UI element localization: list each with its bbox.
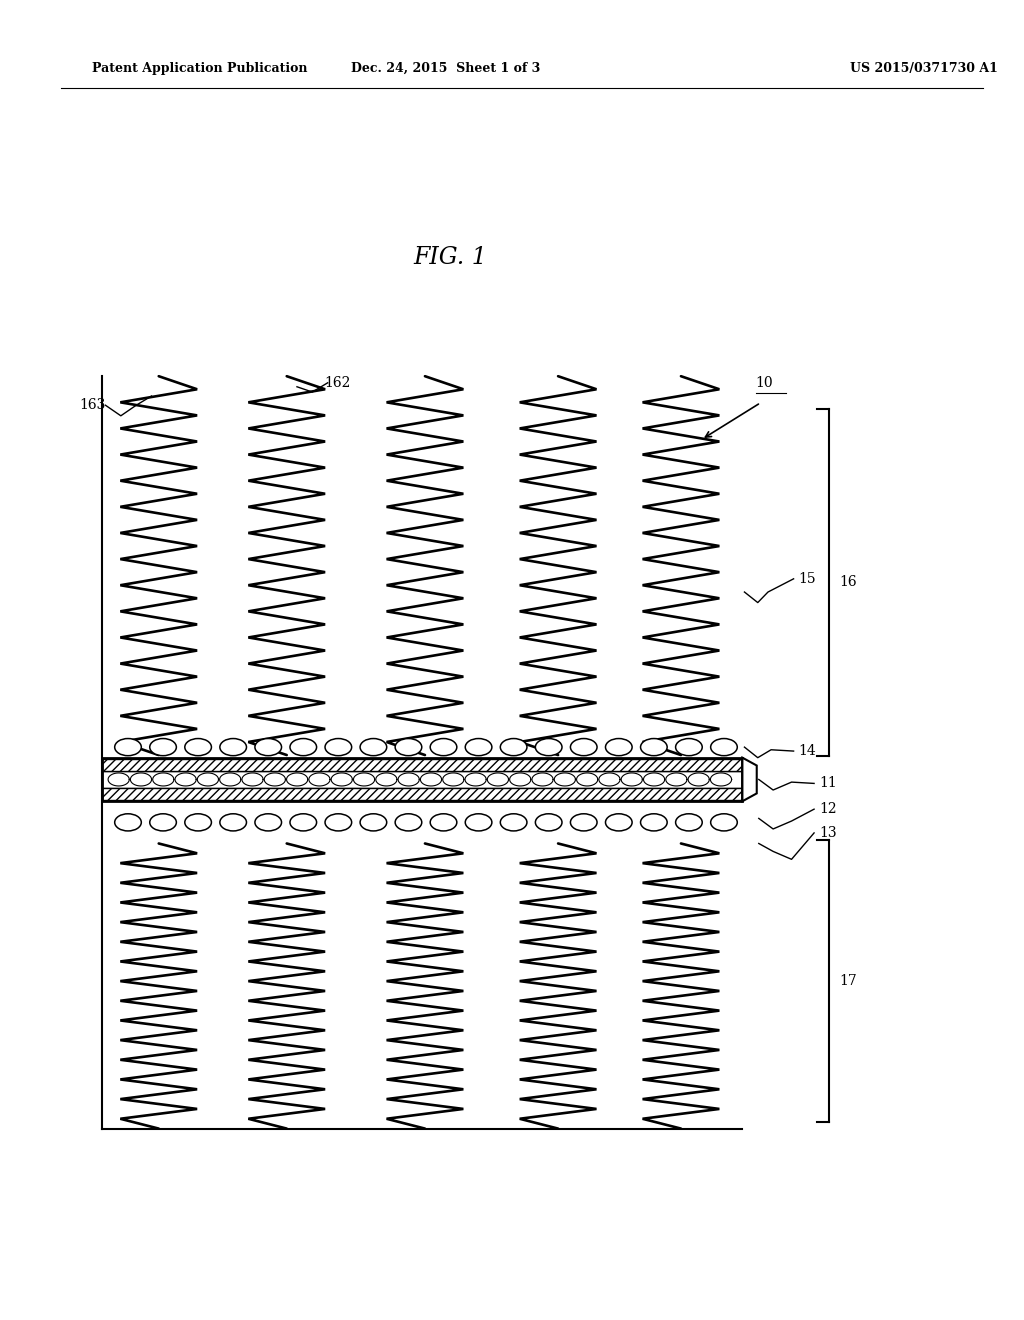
Ellipse shape (395, 813, 422, 832)
Ellipse shape (325, 738, 351, 755)
Ellipse shape (465, 813, 492, 832)
Ellipse shape (676, 813, 702, 832)
Ellipse shape (220, 738, 247, 755)
Ellipse shape (570, 738, 597, 755)
Ellipse shape (605, 813, 632, 832)
Bar (102, 788, 742, 800)
Ellipse shape (711, 813, 737, 832)
Text: 12: 12 (819, 803, 837, 816)
Ellipse shape (501, 738, 527, 755)
Ellipse shape (290, 813, 316, 832)
Ellipse shape (150, 738, 176, 755)
Ellipse shape (501, 813, 527, 832)
Text: Dec. 24, 2015  Sheet 1 of 3: Dec. 24, 2015 Sheet 1 of 3 (351, 62, 540, 75)
Ellipse shape (255, 738, 282, 755)
Ellipse shape (184, 738, 211, 755)
Ellipse shape (536, 738, 562, 755)
Text: 163: 163 (79, 399, 105, 412)
Ellipse shape (395, 738, 422, 755)
Text: 15: 15 (799, 572, 816, 586)
Ellipse shape (220, 813, 247, 832)
Ellipse shape (676, 738, 702, 755)
Text: FIG. 1: FIG. 1 (414, 246, 487, 269)
Text: 10: 10 (756, 376, 773, 389)
Text: 16: 16 (840, 576, 857, 590)
Ellipse shape (536, 813, 562, 832)
Text: 14: 14 (799, 744, 816, 758)
Text: 11: 11 (819, 776, 837, 791)
Ellipse shape (115, 813, 141, 832)
Text: US 2015/0371730 A1: US 2015/0371730 A1 (850, 62, 997, 75)
Text: 13: 13 (819, 826, 837, 840)
Ellipse shape (255, 813, 282, 832)
Ellipse shape (150, 813, 176, 832)
Bar (102, 771, 742, 788)
Ellipse shape (465, 738, 492, 755)
Ellipse shape (641, 813, 668, 832)
Ellipse shape (711, 738, 737, 755)
Ellipse shape (430, 738, 457, 755)
Ellipse shape (641, 738, 668, 755)
Ellipse shape (605, 738, 632, 755)
Ellipse shape (290, 738, 316, 755)
Text: Patent Application Publication: Patent Application Publication (92, 62, 307, 75)
Ellipse shape (570, 813, 597, 832)
Text: 162: 162 (325, 376, 351, 389)
Ellipse shape (360, 813, 387, 832)
Polygon shape (742, 758, 757, 801)
Ellipse shape (430, 813, 457, 832)
Text: 17: 17 (840, 974, 857, 987)
Ellipse shape (115, 738, 141, 755)
Bar (102, 758, 742, 801)
Ellipse shape (184, 813, 211, 832)
Ellipse shape (360, 738, 387, 755)
Bar (102, 759, 742, 771)
Ellipse shape (325, 813, 351, 832)
